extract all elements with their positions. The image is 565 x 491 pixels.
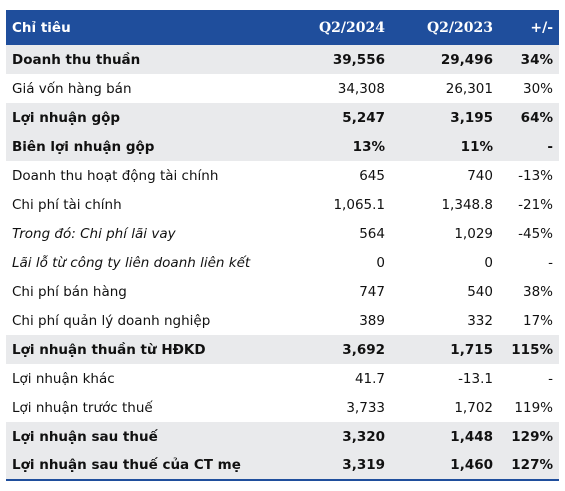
header-change: +/- bbox=[530, 19, 553, 36]
table-header: Chỉ tiêu Q2/2024 Q2/2023 +/- bbox=[6, 10, 559, 45]
cell-q2-2024: 41.7 bbox=[354, 370, 385, 387]
cell-q2-2024: 389 bbox=[359, 312, 385, 329]
cell-change: - bbox=[548, 254, 553, 271]
row-label: Lợi nhuận gộp bbox=[12, 109, 121, 126]
table-row: Lợi nhuận thuần từ HĐKD 3,692 1,715 115% bbox=[6, 335, 559, 364]
cell-change: -13% bbox=[518, 167, 553, 184]
table-row: Lãi lỗ từ công ty liên doanh liên kết 0 … bbox=[6, 248, 559, 277]
table-row: Biên lợi nhuận gộp 13% 11% - bbox=[6, 132, 559, 161]
row-label: Doanh thu hoạt động tài chính bbox=[12, 167, 219, 184]
cell-change: 38% bbox=[522, 283, 553, 300]
table-row: Lợi nhuận gộp 5,247 3,195 64% bbox=[6, 103, 559, 132]
table-row: Lợi nhuận khác 41.7 -13.1 - bbox=[6, 364, 559, 393]
cell-change: 17% bbox=[522, 312, 553, 329]
cell-q2-2023: 1,348.8 bbox=[441, 196, 493, 213]
cell-change: 119% bbox=[514, 399, 553, 416]
row-label: Doanh thu thuần bbox=[12, 51, 141, 68]
row-label: Chi phí bán hàng bbox=[12, 283, 127, 300]
cell-change: -45% bbox=[518, 225, 553, 242]
cell-q2-2024: 3,319 bbox=[278, 451, 391, 481]
cell-change: 30% bbox=[522, 80, 553, 97]
row-label: Lợi nhuận sau thuế bbox=[12, 428, 158, 445]
cell-q2-2024: 3,320 bbox=[342, 428, 385, 445]
cell-q2-2024: 645 bbox=[359, 167, 385, 184]
table-row: Giá vốn hàng bán 34,308 26,301 30% bbox=[6, 74, 559, 103]
cell-change: 34% bbox=[520, 51, 553, 68]
cell-change: 127% bbox=[499, 451, 559, 481]
row-label: Trong đó: Chi phí lãi vay bbox=[12, 225, 176, 242]
row-label: Biên lợi nhuận gộp bbox=[12, 138, 155, 155]
cell-change: 129% bbox=[511, 428, 553, 445]
header-label: Chỉ tiêu bbox=[12, 19, 71, 36]
cell-q2-2024: 3,733 bbox=[346, 399, 385, 416]
row-label: Chi phí quản lý doanh nghiệp bbox=[12, 312, 211, 329]
cell-q2-2023: 1,460 bbox=[391, 451, 499, 481]
cell-q2-2023: 1,448 bbox=[450, 428, 493, 445]
header-row: Chỉ tiêu Q2/2024 Q2/2023 +/- bbox=[6, 10, 559, 45]
cell-q2-2023: 540 bbox=[467, 283, 493, 300]
cell-q2-2024: 0 bbox=[376, 254, 385, 271]
cell-change: -21% bbox=[518, 196, 553, 213]
cell-change: - bbox=[548, 370, 553, 387]
table-row: Doanh thu thuần 39,556 29,496 34% bbox=[6, 45, 559, 74]
row-label: Lợi nhuận trước thuế bbox=[12, 399, 153, 416]
cell-q2-2024: 13% bbox=[352, 138, 385, 155]
cell-q2-2023: 26,301 bbox=[445, 80, 493, 97]
cell-q2-2023: 29,496 bbox=[440, 51, 493, 68]
table-body: Doanh thu thuần 39,556 29,496 34% Giá vố… bbox=[6, 45, 559, 481]
table-row: Doanh thu hoạt động tài chính 645 740 -1… bbox=[6, 161, 559, 190]
row-label: Lợi nhuận khác bbox=[12, 370, 115, 387]
table-row: Lợi nhuận sau thuế 3,320 1,448 129% bbox=[6, 422, 559, 451]
cell-q2-2023: 740 bbox=[467, 167, 493, 184]
table-row: Chi phí tài chính 1,065.1 1,348.8 -21% bbox=[6, 190, 559, 219]
cell-q2-2024: 3,692 bbox=[342, 341, 385, 358]
row-label: Chi phí tài chính bbox=[12, 196, 122, 213]
table-row: Chi phí quản lý doanh nghiệp 389 332 17% bbox=[6, 306, 559, 335]
header-q2-2023: Q2/2023 bbox=[426, 19, 493, 36]
table-row: Chi phí bán hàng 747 540 38% bbox=[6, 277, 559, 306]
cell-change: 115% bbox=[511, 341, 553, 358]
cell-change: 64% bbox=[520, 109, 553, 126]
cell-q2-2024: 34,308 bbox=[337, 80, 385, 97]
table-row: Lợi nhuận trước thuế 3,733 1,702 119% bbox=[6, 393, 559, 422]
financial-results-table: Chỉ tiêu Q2/2024 Q2/2023 +/- Doanh thu t… bbox=[6, 10, 559, 481]
table-row: Lợi nhuận sau thuế của CT mẹ 3,319 1,460… bbox=[6, 451, 559, 481]
row-label: Lợi nhuận thuần từ HĐKD bbox=[12, 341, 206, 358]
row-label: Lợi nhuận sau thuế của CT mẹ bbox=[6, 451, 278, 481]
cell-q2-2023: 1,029 bbox=[454, 225, 493, 242]
cell-q2-2024: 5,247 bbox=[342, 109, 385, 126]
cell-q2-2023: 3,195 bbox=[450, 109, 493, 126]
cell-q2-2024: 747 bbox=[359, 283, 385, 300]
cell-q2-2023: 1,702 bbox=[454, 399, 493, 416]
cell-change: - bbox=[547, 138, 553, 155]
cell-q2-2023: 1,715 bbox=[450, 341, 493, 358]
cell-q2-2023: 332 bbox=[467, 312, 493, 329]
cell-q2-2023: 0 bbox=[484, 254, 493, 271]
cell-q2-2024: 564 bbox=[359, 225, 385, 242]
cell-q2-2023: -13.1 bbox=[458, 370, 493, 387]
cell-q2-2024: 39,556 bbox=[332, 51, 385, 68]
row-label: Lãi lỗ từ công ty liên doanh liên kết bbox=[12, 254, 251, 271]
row-label: Giá vốn hàng bán bbox=[12, 80, 132, 97]
cell-q2-2024: 1,065.1 bbox=[333, 196, 385, 213]
table-row: Trong đó: Chi phí lãi vay 564 1,029 -45% bbox=[6, 219, 559, 248]
header-q2-2024: Q2/2024 bbox=[318, 19, 385, 36]
cell-q2-2023: 11% bbox=[460, 138, 493, 155]
